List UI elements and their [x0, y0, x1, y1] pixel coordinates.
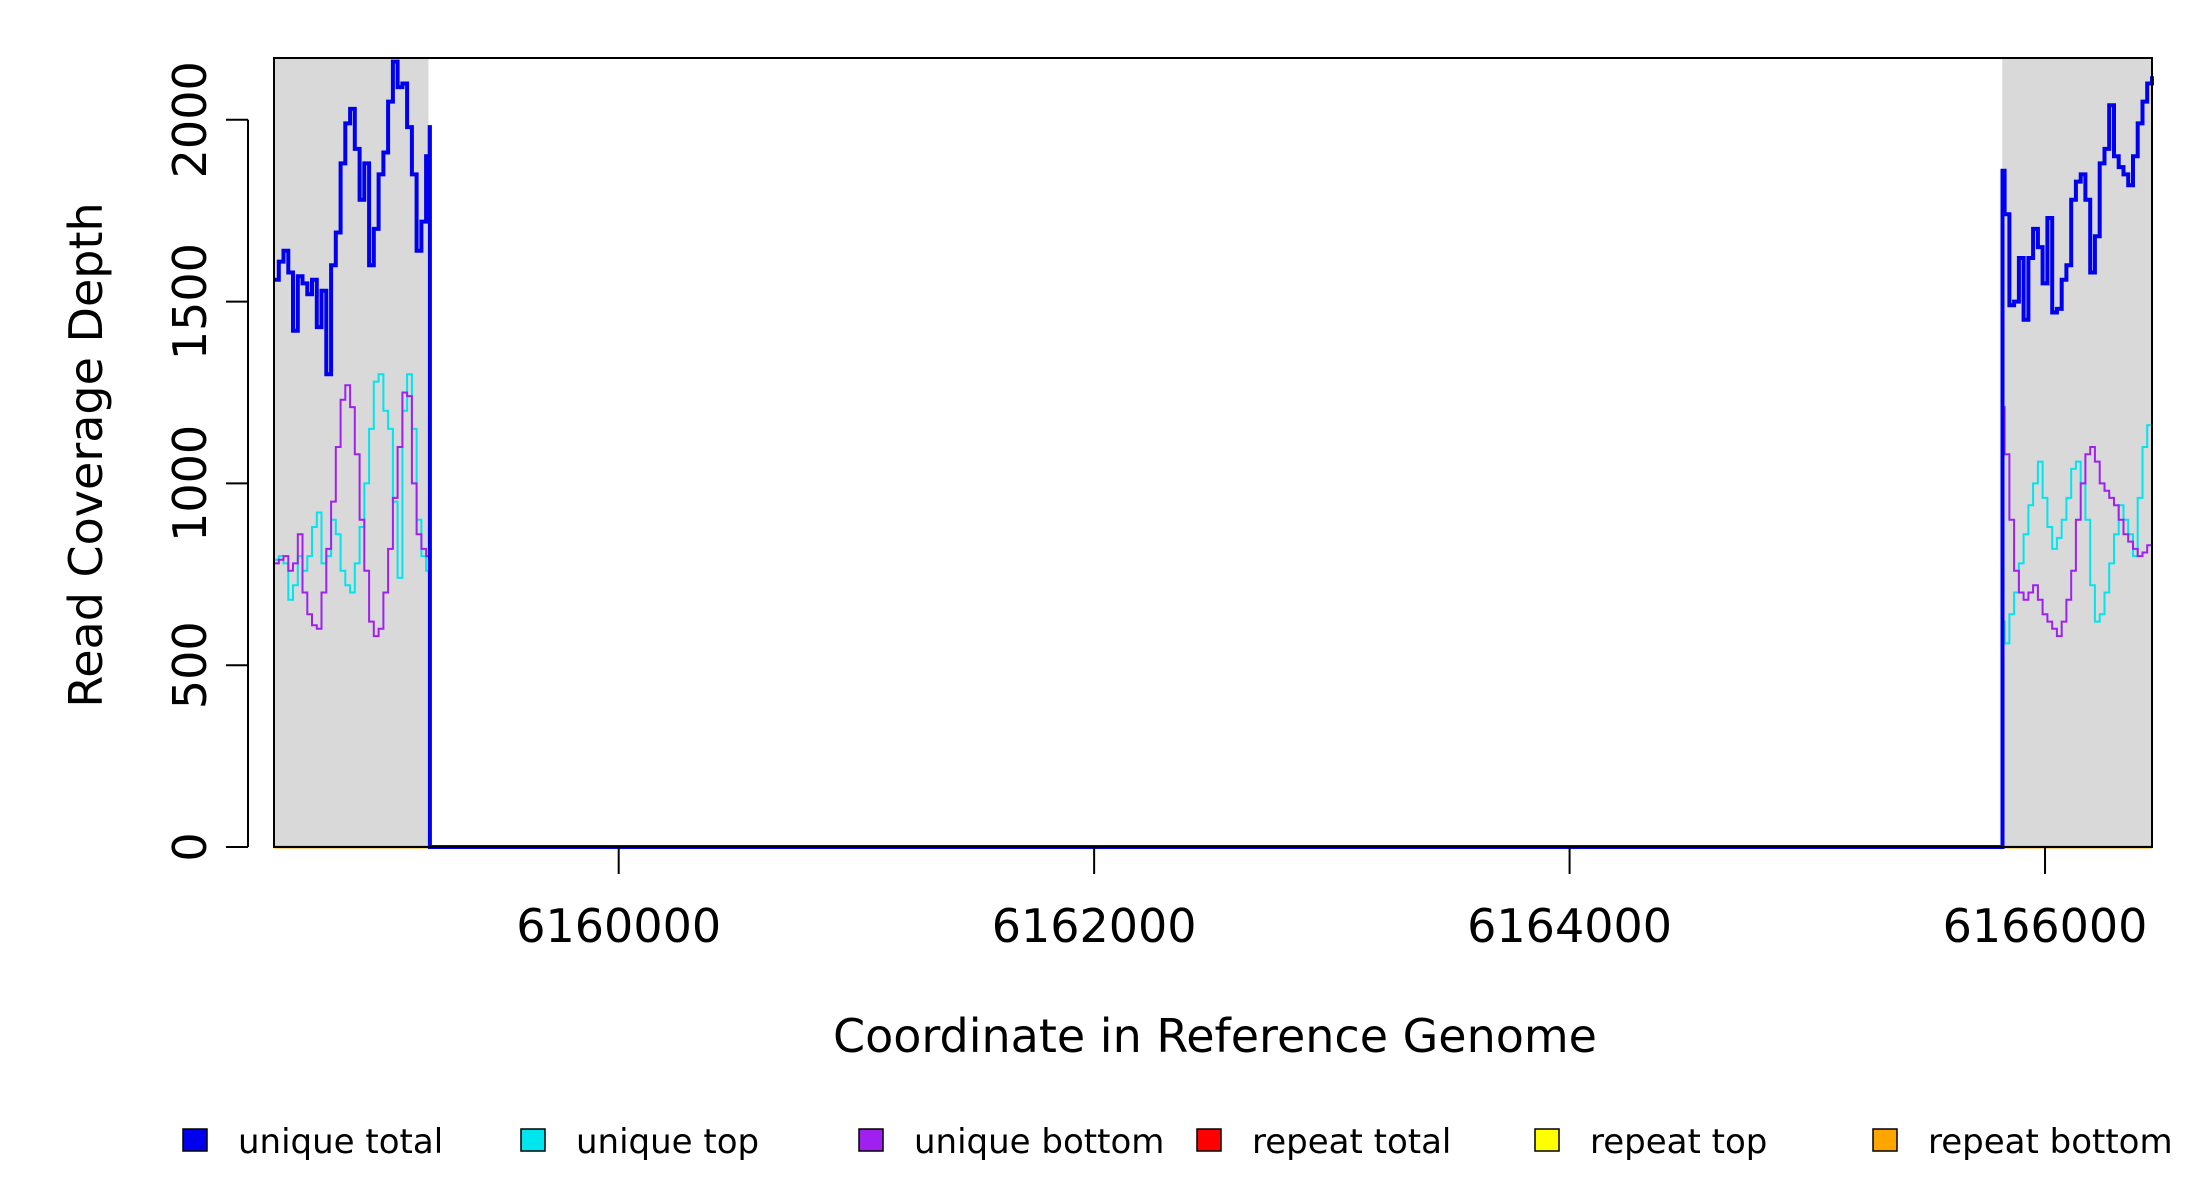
legend-item: repeat total	[1196, 1122, 1451, 1162]
legend-label: unique total	[238, 1122, 443, 1162]
series-lines	[274, 59, 2154, 849]
legend-swatch	[520, 1128, 546, 1152]
legend-swatch	[1534, 1128, 1560, 1152]
x-axis: 6160000 6162000 6164000 6166000	[516, 846, 2148, 953]
y-tick-label: 0	[163, 832, 217, 861]
legend-item: repeat bottom	[1872, 1122, 2173, 1162]
y-tick-label: 500	[163, 621, 217, 709]
y-tick-label: 1000	[163, 425, 217, 542]
legend-label: unique top	[576, 1122, 759, 1162]
y-axis: 0 500 1000 1500 2000	[163, 61, 249, 862]
legend-swatch	[1872, 1128, 1898, 1152]
legend-item: unique bottom	[858, 1122, 1164, 1162]
series-unique-bottom	[274, 384, 2153, 848]
legend-item: unique total	[182, 1122, 443, 1162]
y-axis-title: Read Coverage Depth	[59, 202, 113, 707]
y-tick-label: 2000	[163, 61, 217, 178]
series-unique-total	[274, 59, 2154, 849]
legend-label: repeat top	[1590, 1122, 1767, 1162]
legend-label: repeat total	[1252, 1122, 1451, 1162]
legend-label: unique bottom	[914, 1122, 1164, 1162]
x-tick-label: 6162000	[992, 899, 1197, 953]
legend-swatch	[1196, 1128, 1222, 1152]
legend-item: unique top	[520, 1122, 759, 1162]
x-axis-title: Coordinate in Reference Genome	[833, 1009, 1597, 1063]
x-tick-label: 6164000	[1467, 899, 1672, 953]
legend: unique total unique top unique bottom repea…	[182, 1122, 2173, 1162]
legend-label: repeat bottom	[1928, 1122, 2173, 1162]
y-tick-label: 1500	[163, 243, 217, 360]
legend-swatch	[182, 1128, 208, 1152]
legend-swatch	[858, 1128, 884, 1152]
x-tick-label: 6166000	[1943, 899, 2148, 953]
series-unique-top	[274, 373, 2153, 848]
plot-frame	[273, 57, 2153, 848]
shaded-regions	[274, 58, 2152, 847]
shaded-region-1	[274, 58, 429, 847]
x-tick-label: 6160000	[516, 899, 721, 953]
legend-item: repeat top	[1534, 1122, 1767, 1162]
